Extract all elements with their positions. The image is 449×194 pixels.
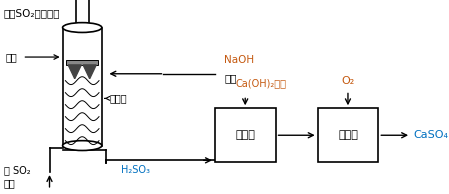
Bar bbox=[66, 60, 98, 65]
Text: H₂SO₃: H₂SO₃ bbox=[120, 165, 150, 175]
Text: 含 SO₂
烟气: 含 SO₂ 烟气 bbox=[4, 165, 31, 188]
Bar bbox=[317, 108, 379, 162]
Polygon shape bbox=[83, 65, 96, 79]
Text: CaSO₄: CaSO₄ bbox=[413, 130, 448, 140]
Ellipse shape bbox=[62, 141, 102, 151]
Text: 除去SO₂后的烟气: 除去SO₂后的烟气 bbox=[4, 8, 60, 18]
Text: 溶液: 溶液 bbox=[224, 73, 237, 83]
Text: Ca(OH)₂溶液: Ca(OH)₂溶液 bbox=[236, 79, 287, 89]
Polygon shape bbox=[68, 65, 81, 79]
Text: 沉淤室: 沉淤室 bbox=[235, 130, 255, 140]
Ellipse shape bbox=[62, 23, 102, 32]
Text: 喷雾: 喷雾 bbox=[5, 52, 18, 62]
Text: 氧化室: 氧化室 bbox=[338, 130, 358, 140]
Text: O₂: O₂ bbox=[341, 76, 355, 86]
Text: 吸收塔: 吸收塔 bbox=[109, 93, 127, 103]
Bar bbox=[215, 108, 276, 162]
Text: NaOH: NaOH bbox=[224, 55, 254, 65]
